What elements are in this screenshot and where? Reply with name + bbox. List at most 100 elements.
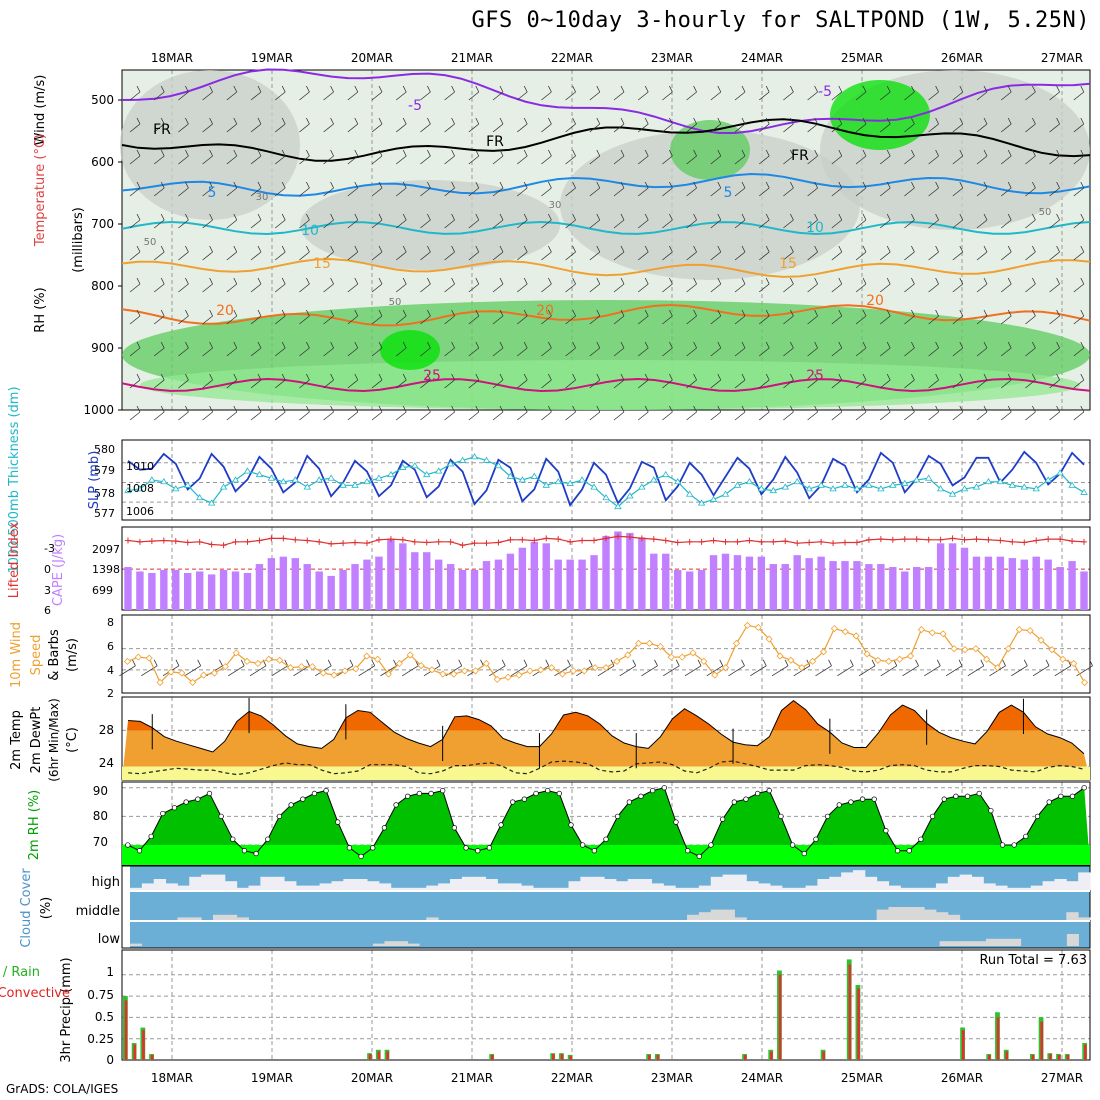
thickness-point bbox=[709, 495, 718, 502]
pressure-tick: 700 bbox=[91, 217, 114, 231]
rh-point bbox=[848, 799, 854, 805]
wind-barb bbox=[347, 213, 359, 229]
rh-point bbox=[300, 796, 306, 802]
rh-point bbox=[393, 802, 399, 808]
cape-bar bbox=[1008, 558, 1017, 610]
pressure-tick: 800 bbox=[91, 279, 114, 293]
cloud-high-gap bbox=[473, 876, 487, 890]
thickness-point bbox=[721, 490, 730, 497]
wind-barb bbox=[227, 659, 245, 677]
thickness-point bbox=[542, 481, 550, 488]
rh-point bbox=[836, 802, 842, 808]
thickness-point bbox=[387, 470, 395, 478]
cape-bar bbox=[1020, 559, 1028, 610]
wind-barb bbox=[184, 659, 202, 677]
wind-barb bbox=[831, 309, 843, 325]
wind-barb bbox=[395, 309, 407, 325]
thickness-point bbox=[518, 476, 527, 483]
wind-barb bbox=[444, 117, 455, 133]
thickness-point bbox=[351, 481, 359, 488]
thickness-point bbox=[745, 478, 754, 485]
lifted-index-point bbox=[937, 536, 944, 543]
wind-barb bbox=[952, 181, 964, 197]
cape-bar bbox=[136, 571, 144, 610]
lifted-index-point bbox=[160, 537, 167, 544]
wind-barb bbox=[613, 277, 625, 293]
wind-barb bbox=[637, 309, 649, 325]
wind-barb bbox=[492, 117, 504, 133]
rh-point bbox=[766, 787, 772, 794]
thickness-point bbox=[219, 483, 228, 490]
wind-barb bbox=[928, 149, 939, 165]
wind-barb bbox=[858, 659, 876, 677]
wind-barb bbox=[686, 373, 697, 389]
wind-speed-point bbox=[765, 635, 773, 643]
cloud-low-gap bbox=[974, 941, 987, 946]
wind-barb bbox=[250, 405, 262, 421]
thickness-point bbox=[375, 474, 383, 481]
wind-barb bbox=[734, 341, 746, 357]
wind-barb bbox=[758, 213, 770, 229]
wind-speed-point bbox=[809, 657, 817, 665]
cloud-middle-gap bbox=[710, 909, 724, 920]
wind-barb bbox=[663, 659, 680, 677]
cape-bar bbox=[901, 571, 909, 610]
wind-barb bbox=[140, 659, 158, 677]
wind-barb bbox=[202, 277, 213, 293]
cape-bar bbox=[554, 559, 562, 610]
wind-barb bbox=[613, 117, 625, 133]
wind-barb bbox=[976, 181, 988, 197]
cape-bar bbox=[865, 564, 873, 610]
cape-bar bbox=[1044, 559, 1052, 610]
lifted-index-point bbox=[997, 537, 1004, 544]
wind-barb bbox=[178, 245, 189, 261]
precip-convective-bar bbox=[996, 1017, 1000, 1060]
thickness-point bbox=[303, 483, 311, 490]
date-label-top: 22MAR bbox=[551, 51, 593, 65]
wind-barb bbox=[807, 117, 818, 133]
wind-barb bbox=[420, 373, 431, 389]
rh-point bbox=[603, 836, 609, 842]
cloud-high-gap bbox=[627, 879, 641, 890]
rh-point bbox=[1069, 793, 1076, 799]
isotherm-5 bbox=[121, 172, 1091, 197]
thickness-point bbox=[996, 478, 1005, 485]
thickness-point bbox=[207, 499, 216, 506]
rh-point bbox=[475, 848, 481, 854]
rh-point bbox=[381, 825, 388, 831]
wind-barb bbox=[178, 341, 189, 357]
wind-barb bbox=[831, 373, 843, 389]
wind-barb bbox=[1025, 149, 1036, 165]
date-label-bottom: 26MAR bbox=[941, 1071, 983, 1085]
thickness-point bbox=[566, 479, 574, 486]
wind-barb bbox=[641, 659, 658, 677]
wind-barb bbox=[952, 149, 964, 165]
thickness-point bbox=[148, 476, 156, 483]
lifted-index-point bbox=[435, 538, 442, 545]
cloud-low-gap bbox=[130, 943, 143, 946]
rh-point bbox=[136, 848, 143, 854]
thickness-point bbox=[470, 453, 479, 460]
lifted-index-point bbox=[136, 538, 143, 545]
wind-legend: Wind (m/s) bbox=[33, 75, 48, 146]
cloud-high-gap bbox=[378, 883, 392, 890]
thickness-point bbox=[411, 462, 419, 469]
wind-barb bbox=[807, 405, 818, 421]
wind-barb bbox=[489, 659, 506, 677]
wind-speed-point bbox=[906, 652, 915, 660]
cloud-high-gap bbox=[959, 874, 972, 890]
wind-barb bbox=[347, 245, 359, 261]
temperature-line bbox=[128, 699, 1085, 755]
wind-barb bbox=[758, 341, 770, 357]
wind-barb bbox=[783, 117, 794, 133]
wind-barb bbox=[516, 85, 528, 101]
wind-speed-point bbox=[1059, 655, 1067, 663]
lifted-index-point bbox=[292, 536, 299, 543]
rh-contour-label: 30 bbox=[549, 200, 562, 211]
wind-speed-point bbox=[1048, 646, 1056, 654]
wind-speed-point bbox=[341, 667, 349, 675]
lifted-index-point bbox=[304, 537, 311, 544]
cape-bar bbox=[590, 555, 598, 610]
cloud-high-gap bbox=[639, 879, 652, 890]
